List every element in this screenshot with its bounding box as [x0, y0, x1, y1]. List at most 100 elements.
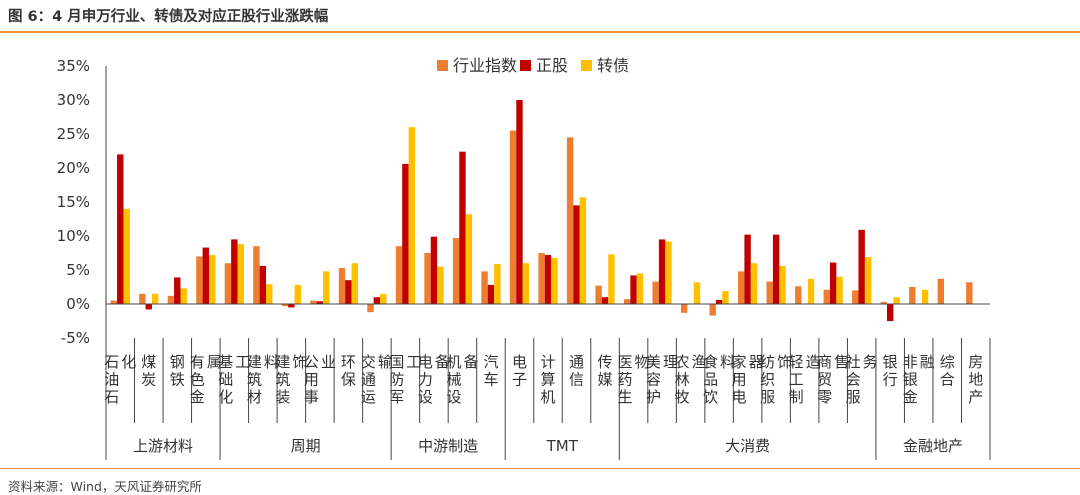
- bar-convertible: [522, 263, 530, 304]
- bar-index: [281, 304, 289, 307]
- bar-index: [823, 289, 830, 304]
- bar-stock: [231, 239, 238, 304]
- x-tick-label: 石油石化: [104, 353, 136, 406]
- y-tick-label: 15%: [57, 193, 90, 211]
- bar-index: [709, 304, 716, 316]
- group-label: 中游制造: [418, 437, 478, 455]
- x-tick-label: 汽车: [483, 353, 498, 389]
- bar-convertible: [693, 282, 701, 304]
- bar-stock: [658, 239, 666, 304]
- chart: -5% 0% 5% 10% 15% 20% 25% 30% 35% 石油石化 煤炭钢铁有色金属基础…: [57, 56, 991, 460]
- legend-swatch: [520, 60, 531, 71]
- x-tick-label: 综合: [940, 353, 955, 389]
- bar-stock: [259, 265, 267, 304]
- bar-index: [566, 137, 574, 304]
- x-tick-label: 建筑装饰: [275, 353, 307, 406]
- bar-index: [509, 130, 517, 304]
- bar-index: [652, 281, 659, 304]
- bar-convertible: [437, 266, 444, 304]
- group-label: 周期: [291, 437, 321, 455]
- legend-label: 行业指数: [453, 56, 517, 75]
- bar-convertible: [465, 214, 473, 304]
- bar-stock: [316, 301, 324, 304]
- bar-convertible: [294, 284, 301, 304]
- x-tick-label: 非银金融: [903, 353, 935, 406]
- bar-index: [338, 267, 346, 304]
- bar-index: [424, 253, 431, 304]
- bar-stock: [516, 100, 523, 304]
- bar-index: [680, 304, 688, 313]
- source-note: 资料来源：Wind，天风证券研究所: [8, 479, 202, 494]
- bar-convertible: [921, 289, 929, 304]
- x-tick-label: 传媒: [598, 353, 613, 389]
- bar-stock: [487, 284, 495, 304]
- x-tick-label: 电力设备: [418, 353, 450, 406]
- x-tick-label: 计算机: [540, 353, 555, 406]
- bar-convertible: [722, 291, 729, 304]
- bar-index: [538, 253, 545, 304]
- bar-convertible: [665, 241, 672, 304]
- x-tick-label: 国防军工: [389, 353, 421, 406]
- bar-convertible: [408, 127, 416, 304]
- x-tick-label: 建筑材料: [247, 353, 279, 406]
- bar-index: [367, 304, 374, 313]
- bar-index: [966, 282, 973, 304]
- bar-stock: [886, 304, 894, 321]
- x-tick-label: 纺织服饰: [760, 353, 792, 406]
- bar-convertible: [836, 276, 843, 304]
- bar-stock: [715, 299, 723, 304]
- x-tick-label: 社会服务: [846, 353, 878, 406]
- bar-stock: [174, 277, 181, 304]
- group-label: TMT: [546, 437, 579, 455]
- bar-convertible: [551, 257, 558, 304]
- legend: 行业指数 正股 转债: [437, 56, 629, 75]
- bar-convertible: [608, 254, 615, 304]
- group-label: 金融地产: [903, 437, 963, 455]
- bar-index: [253, 246, 260, 304]
- bar-index: [310, 300, 317, 304]
- y-tick-label: 0%: [66, 295, 90, 313]
- bar-convertible: [351, 263, 358, 304]
- bar-convertible: [151, 293, 159, 304]
- bar-stock: [373, 297, 381, 304]
- bar-stock: [459, 151, 466, 304]
- x-tick-label: 医药生物: [618, 353, 650, 406]
- bar-convertible: [807, 278, 815, 304]
- bar-index: [766, 281, 773, 304]
- legend-label: 正股: [536, 56, 568, 75]
- x-tick-label: 房地产: [968, 353, 983, 406]
- group-label: 上游材料: [133, 437, 193, 455]
- x-tick-label: 商贸零售: [817, 353, 849, 406]
- bar-stock: [744, 234, 751, 304]
- bar-index: [224, 263, 232, 304]
- x-tick-label: 食品饮料: [703, 353, 735, 406]
- x-tick-label: 煤炭: [141, 353, 156, 389]
- bar-stock: [601, 297, 609, 304]
- bar-index: [110, 300, 118, 304]
- bar-convertible: [380, 293, 387, 304]
- x-tick-label: 有色金属: [190, 353, 222, 406]
- x-tick-label: 公用事业: [304, 353, 336, 406]
- bar-index: [795, 286, 802, 304]
- bar-convertible: [579, 197, 587, 304]
- bar-stock: [573, 205, 580, 304]
- x-tick-label: 家用电器: [732, 353, 764, 406]
- x-tick-label: 环保: [341, 353, 356, 389]
- bar-convertible: [266, 284, 273, 304]
- legend-label: 转债: [597, 56, 629, 75]
- bar-stock: [145, 304, 152, 310]
- bar-index: [880, 301, 887, 304]
- bar-index: [395, 246, 403, 304]
- x-tick-label: 美容护理: [646, 353, 678, 406]
- source-rule: [0, 468, 1080, 469]
- bar-convertible: [494, 263, 501, 304]
- bar-convertible: [750, 263, 758, 304]
- figure-title: 图 6：4 月申万行业、转债及对应正股行业涨跌幅: [8, 9, 329, 25]
- bar-index: [452, 238, 460, 304]
- y-tick-label: 35%: [57, 57, 90, 75]
- bar-stock: [345, 280, 352, 304]
- bar-index: [139, 293, 146, 304]
- bar-convertible: [323, 271, 330, 304]
- y-tick-label: 5%: [66, 261, 90, 279]
